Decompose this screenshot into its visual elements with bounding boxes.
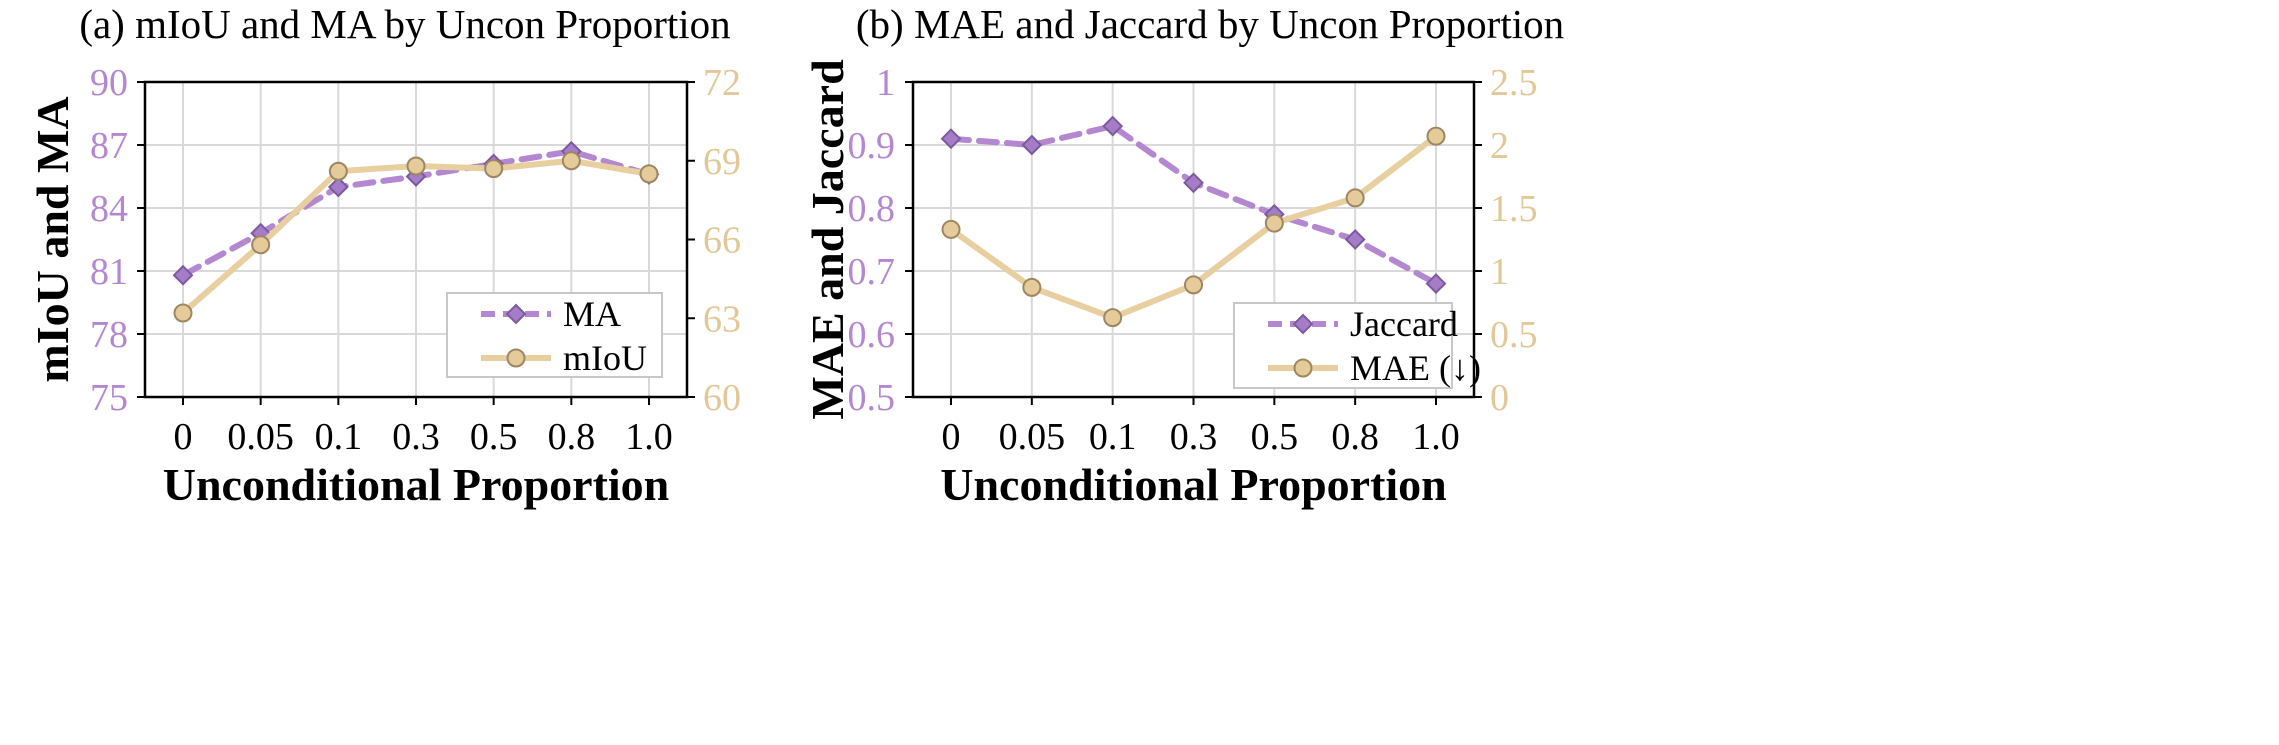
legend-label: MA [563, 294, 621, 334]
y-tick-label-left: 81 [90, 251, 128, 293]
x-tick-label: 1.0 [625, 416, 673, 458]
x-tick-label: 0.1 [315, 416, 363, 458]
x-tick-label: 0 [174, 416, 193, 458]
x-tick-label: 0.8 [548, 416, 596, 458]
x-tick-label: 0.3 [1170, 416, 1218, 458]
y-tick-label-left: 0.6 [848, 314, 896, 356]
legend-label: mIoU [563, 338, 647, 378]
x-tick-label: 0.5 [470, 416, 518, 458]
data-point-circle [1428, 128, 1445, 145]
x-tick-label: 0.3 [392, 416, 440, 458]
legend-marker-circle [1295, 360, 1312, 377]
data-point-circle [1266, 215, 1283, 232]
y-tick-label-right: 2.5 [1490, 62, 1538, 104]
y-tick-label-left: 78 [90, 314, 128, 356]
x-tick-label: 0.5 [1251, 416, 1299, 458]
data-point-circle [943, 221, 960, 238]
data-point-circle [1023, 279, 1040, 296]
x-tick-label: 0.05 [227, 416, 294, 458]
y-tick-label-right: 72 [703, 62, 741, 104]
x-tick-label: 0.8 [1331, 416, 1379, 458]
data-point-circle [1104, 309, 1121, 326]
x-tick-label: 1.0 [1412, 416, 1460, 458]
y-tick-label-left: 0.8 [848, 188, 896, 230]
y-tick-label-right: 1 [1490, 251, 1509, 293]
y-tick-label-left: 75 [90, 377, 128, 419]
legend-marker-circle [508, 350, 525, 367]
y-tick-label-right: 1.5 [1490, 188, 1538, 230]
y-tick-label-left: 0.7 [848, 251, 896, 293]
legend-label: Jaccard [1350, 304, 1458, 344]
y-axis-label: mIoU and MA [27, 96, 78, 382]
data-point-circle [252, 236, 269, 253]
chart-title: (b) MAE and Jaccard by Uncon Proportion [856, 1, 1564, 47]
x-tick-label: 0 [942, 416, 961, 458]
x-tick-label: 0.05 [999, 416, 1066, 458]
panel-b: (b) MAE and Jaccard by Uncon Proportion 0… [802, 1, 1564, 510]
data-point-circle [641, 165, 658, 182]
data-point-diamond [1023, 136, 1041, 154]
y-tick-label-left: 0.5 [848, 377, 896, 419]
y-tick-label-left: 1 [876, 62, 895, 104]
data-point-diamond [1346, 231, 1364, 249]
data-point-circle [330, 163, 347, 180]
y-tick-label-left: 87 [90, 125, 128, 167]
x-axis-label: Unconditional Proportion [940, 459, 1447, 510]
data-point-circle [1347, 189, 1364, 206]
data-point-circle [563, 152, 580, 169]
y-tick-label-left: 0.9 [848, 125, 896, 167]
panel-a: (a) mIoU and MA by Uncon Proportion 75 78 8… [27, 1, 741, 510]
x-tick-label: 0.1 [1089, 416, 1137, 458]
y-tick-label-right: 63 [703, 298, 741, 340]
data-point-circle [175, 305, 192, 322]
y-tick-label-right: 66 [703, 220, 741, 262]
data-point-circle [1185, 276, 1202, 293]
legend-label: MAE (↓) [1350, 348, 1481, 388]
y-tick-label-right: 0 [1490, 377, 1509, 419]
y-tick-label-right: 60 [703, 377, 741, 419]
y-tick-label-left: 90 [90, 62, 128, 104]
y-tick-label-right: 0.5 [1490, 314, 1538, 356]
data-point-circle [485, 160, 502, 177]
chart-title: (a) mIoU and MA by Uncon Proportion [79, 1, 730, 47]
y-tick-label-right: 69 [703, 141, 741, 183]
data-point-circle [408, 158, 425, 175]
y-tick-label-left: 84 [90, 188, 128, 230]
y-axis-label: MAE and Jaccard [802, 59, 853, 420]
x-axis-label: Unconditional Proportion [163, 459, 670, 510]
y-tick-label-right: 2 [1490, 125, 1509, 167]
